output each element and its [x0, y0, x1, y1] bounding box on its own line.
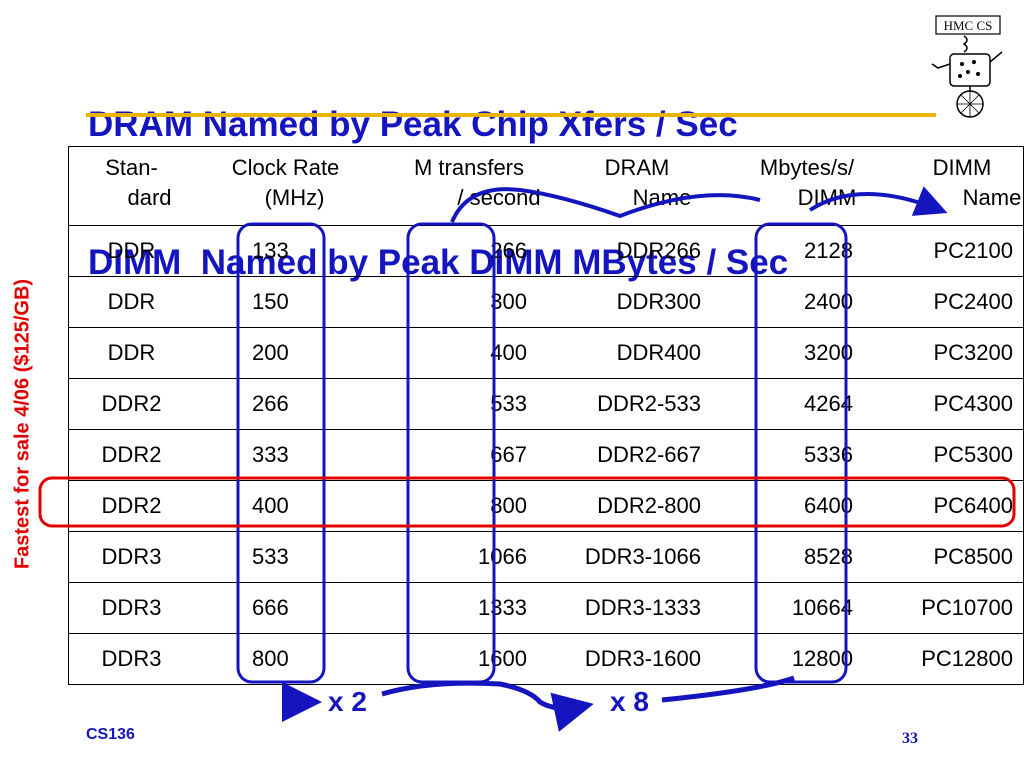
m-transfers-column-outline [406, 222, 496, 684]
cell-standard: DDR3 [68, 582, 194, 634]
table-header-row: Stan- dard Clock Rate (MHz) M transfers … [68, 146, 1024, 226]
table-row: DDR2 400 800 DDR2-800 6400 PC6400 [68, 480, 1024, 532]
table-body: DDR 133 266 DDR266 2128 PC2100 DDR 150 300 DDR300… [68, 225, 1024, 685]
cell-standard: DDR [68, 276, 194, 328]
x8-label: x 8 [610, 686, 649, 717]
cell-dimm-name: PC8500 [901, 531, 1024, 583]
header-clock-rate: Clock Rate (MHz) [194, 146, 377, 226]
header-m-transfers: M transfers / second [377, 146, 561, 226]
table-row: DDR 133 266 DDR266 2128 PC2100 [68, 225, 1024, 277]
cell-mbytes-per-dimm: 10664 [713, 582, 901, 634]
cell-dimm-name: PC2100 [901, 225, 1024, 277]
cell-mbytes-per-dimm: 12800 [713, 633, 901, 685]
cell-clock-rate: 800 [194, 633, 377, 685]
cell-standard: DDR [68, 225, 194, 277]
mbytes-column-outline [754, 222, 848, 684]
cell-standard: DDR2 [68, 480, 194, 532]
cell-clock-rate: 150 [194, 276, 377, 328]
cell-mbytes-per-dimm: 5336 [713, 429, 901, 481]
cell-clock-rate: 400 [194, 480, 377, 532]
x8-arrow [661, 675, 795, 703]
fastest-row-highlight [38, 476, 1016, 528]
cell-dimm-name: PC5300 [901, 429, 1024, 481]
course-label: CS136 [86, 726, 135, 743]
cell-dram-name: DDR300 [561, 276, 713, 328]
cell-dimm-name: PC6400 [901, 480, 1024, 532]
cell-standard: DDR3 [68, 633, 194, 685]
cell-dram-name: DDR3-1066 [561, 531, 713, 583]
cell-clock-rate: 266 [194, 378, 377, 430]
cell-dimm-name: PC10700 [901, 582, 1024, 634]
cell-clock-rate: 533 [194, 531, 377, 583]
cell-clock-rate: 133 [194, 225, 377, 277]
title-line-1: DRAM Named by Peak Chip Xfers / Sec [88, 105, 738, 144]
mbytes-to-dimm-name-arrow [808, 186, 948, 216]
header-dram-name: DRAM Name [561, 146, 713, 226]
cell-standard: DDR2 [68, 429, 194, 481]
cell-dram-name: DDR266 [561, 225, 713, 277]
cell-standard: DDR [68, 327, 194, 379]
cell-dimm-name: PC3200 [901, 327, 1024, 379]
cell-dram-name: DDR3-1600 [561, 633, 713, 685]
header-standard: Stan- dard [68, 146, 194, 226]
cell-clock-rate: 333 [194, 429, 377, 481]
cell-dram-name: DDR3-1333 [561, 582, 713, 634]
cell-dimm-name: PC12800 [901, 633, 1024, 685]
cell-mbytes-per-dimm: 2400 [713, 276, 901, 328]
logo-text: HMC CS [944, 18, 993, 33]
title-divider [86, 113, 936, 117]
hmc-cs-logo: HMC CS [931, 15, 1003, 118]
cell-clock-rate: 666 [194, 582, 377, 634]
cell-mbytes-per-dimm: 3200 [713, 327, 901, 379]
dram-spec-table: Stan- dard Clock Rate (MHz) M transfers … [68, 146, 1024, 685]
cell-dram-name: DDR2-800 [561, 480, 713, 532]
x2-label: x 2 [328, 686, 367, 717]
cell-dram-name: DDR2-533 [561, 378, 713, 430]
cell-clock-rate: 200 [194, 327, 377, 379]
page-number: 33 [902, 730, 918, 747]
table-row: DDR 200 400 DDR400 3200 PC3200 [68, 327, 1024, 379]
cell-dimm-name: PC4300 [901, 378, 1024, 430]
x2-to-x8-arrow [381, 680, 594, 732]
cell-dimm-name: PC2400 [901, 276, 1024, 328]
cell-dram-name: DDR2-667 [561, 429, 713, 481]
transfers-to-mbytes-arrow [450, 187, 761, 223]
cell-standard: DDR3 [68, 531, 194, 583]
cell-dram-name: DDR400 [561, 327, 713, 379]
x2-arrow [281, 681, 322, 722]
table-row: DDR3 800 1600 DDR3-1600 12800 PC12800 [68, 633, 1024, 685]
clock-rate-column-outline [236, 222, 326, 684]
cell-standard: DDR2 [68, 378, 194, 430]
cell-mbytes-per-dimm: 6400 [713, 480, 901, 532]
